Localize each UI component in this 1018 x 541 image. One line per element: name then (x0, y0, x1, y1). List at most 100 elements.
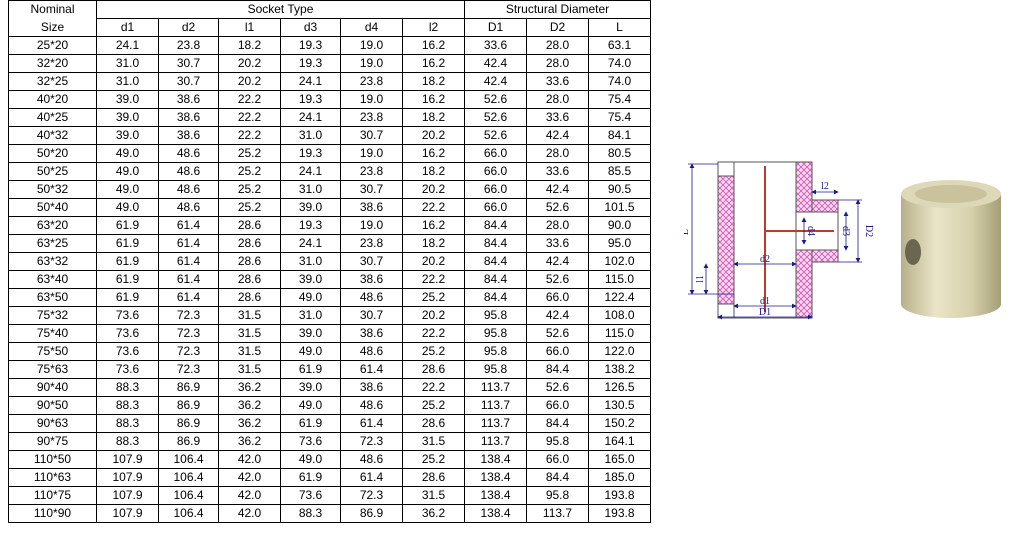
table-cell: 48.6 (340, 450, 403, 469)
table-cell: 115.0 (588, 270, 651, 289)
table-cell: 72.3 (340, 486, 403, 505)
column-header: l2 (402, 18, 465, 37)
table-row: 40*20 39.0 38.6 22.2 19.3 19.0 16.2 52.6 28.0 75.… (8, 90, 651, 109)
table-cell: 38.6 (340, 324, 403, 343)
table-cell: 66.0 (464, 144, 527, 163)
table-cell: 28.0 (526, 216, 589, 235)
table-cell: 84.4 (526, 360, 589, 379)
table-cell: 73.6 (96, 324, 159, 343)
table-cell: 25.2 (402, 396, 465, 415)
table-row: 90*75 88.3 86.9 36.2 73.6 72.3 31.5 113.7 95.8 16… (8, 432, 651, 451)
table-cell: 30.7 (340, 126, 403, 145)
table-cell: 110*50 (8, 450, 97, 469)
table-cell: 49.0 (96, 144, 159, 163)
table-cell: 48.6 (340, 396, 403, 415)
table-cell: 18.2 (402, 162, 465, 181)
table-cell: 39.0 (280, 378, 341, 397)
table-cell: 31.5 (402, 486, 465, 505)
column-header: d3 (280, 18, 341, 37)
table-cell: 42.4 (526, 180, 589, 199)
table-cell: 30.7 (158, 54, 219, 73)
table-cell: 33.6 (526, 234, 589, 253)
table-cell: 36.2 (218, 414, 281, 433)
table-cell: 74.0 (588, 54, 651, 73)
table-cell: 193.8 (588, 486, 651, 505)
group-header-row: Nominal Socket Type Structural Diameter (8, 0, 651, 19)
table-cell: 24.1 (280, 234, 341, 253)
table-cell: 88.3 (96, 432, 159, 451)
table-cell: 20.2 (402, 180, 465, 199)
table-row: 40*25 39.0 38.6 22.2 24.1 23.8 18.2 52.6 33.6 75.… (8, 108, 651, 127)
table-cell: 18.2 (218, 36, 281, 55)
table-cell: 31.0 (280, 126, 341, 145)
table-cell: 23.8 (340, 72, 403, 91)
table-cell: 39.0 (96, 126, 159, 145)
table-cell: 150.2 (588, 414, 651, 433)
table-cell: 42.4 (464, 72, 527, 91)
table-cell: 39.0 (96, 108, 159, 127)
table-cell: 90*75 (8, 432, 97, 451)
table-cell: 95.0 (588, 234, 651, 253)
table-cell: 28.0 (526, 144, 589, 163)
table-cell: 42.4 (526, 126, 589, 145)
table-cell: 28.6 (218, 234, 281, 253)
table-cell: 122.4 (588, 288, 651, 307)
column-header: l1 (218, 18, 281, 37)
table-cell: 19.3 (280, 144, 341, 163)
table-cell: 38.6 (158, 90, 219, 109)
table-cell: 63*32 (8, 252, 97, 271)
table-cell: 73.6 (96, 306, 159, 325)
table-cell: 122.0 (588, 342, 651, 361)
table-cell: 25.2 (218, 180, 281, 199)
table-cell: 38.6 (158, 108, 219, 127)
table-cell: 50*40 (8, 198, 97, 217)
table-cell: 42.0 (218, 486, 281, 505)
table-cell: 164.1 (588, 432, 651, 451)
table-cell: 28.0 (526, 36, 589, 55)
table-cell: 49.0 (280, 450, 341, 469)
table-cell: 30.7 (340, 180, 403, 199)
table-cell: 28.6 (218, 288, 281, 307)
table-cell: 31.0 (96, 72, 159, 91)
table-row: 63*20 61.9 61.4 28.6 19.3 19.0 16.2 84.4 28.0 90.… (8, 216, 651, 235)
table-cell: 49.0 (96, 180, 159, 199)
table-row: 32*25 31.0 30.7 20.2 24.1 23.8 18.2 42.4 33.6 74.… (8, 72, 651, 91)
table-cell: 31.0 (96, 54, 159, 73)
table-cell: 20.2 (218, 72, 281, 91)
table-cell: 61.4 (158, 252, 219, 271)
table-cell: 28.0 (526, 54, 589, 73)
table-cell: 110*75 (8, 486, 97, 505)
technical-drawing: L l1 l2 d2 d1 D1 d3 D2 d4 (684, 161, 874, 320)
table-cell: 61.4 (340, 414, 403, 433)
table-cell: 130.5 (588, 396, 651, 415)
table-cell: 18.2 (402, 234, 465, 253)
table-cell: 84.4 (464, 234, 527, 253)
table-cell: 61.4 (158, 234, 219, 253)
table-cell: 28.0 (526, 90, 589, 109)
table-cell: 185.0 (588, 468, 651, 487)
table-cell: 31.0 (280, 252, 341, 271)
table-cell: 38.6 (340, 378, 403, 397)
table-cell: 18.2 (402, 72, 465, 91)
table-row: 40*32 39.0 38.6 22.2 31.0 30.7 20.2 52.6 42.4 84.… (8, 126, 651, 145)
table-cell: 23.8 (340, 234, 403, 253)
table-cell: 49.0 (280, 288, 341, 307)
table-cell: 61.9 (96, 216, 159, 235)
table-cell: 84.1 (588, 126, 651, 145)
table-cell: 86.9 (158, 378, 219, 397)
table-cell: 107.9 (96, 504, 159, 523)
table-row: 63*50 61.9 61.4 28.6 49.0 48.6 25.2 84.4 66.0 122… (8, 288, 651, 307)
table-cell: 72.3 (158, 324, 219, 343)
table-cell: 20.2 (402, 252, 465, 271)
table-cell: 95.8 (464, 342, 527, 361)
dim-label: D2 (863, 225, 874, 237)
dim-label: d1 (760, 296, 770, 307)
table-cell: 63*25 (8, 234, 97, 253)
table-cell: 61.9 (96, 288, 159, 307)
table-cell: 31.5 (402, 432, 465, 451)
table-cell: 193.8 (588, 504, 651, 523)
table-cell: 28.6 (218, 252, 281, 271)
table-cell: 72.3 (158, 306, 219, 325)
table-cell: 23.8 (340, 108, 403, 127)
table-cell: 42.0 (218, 450, 281, 469)
